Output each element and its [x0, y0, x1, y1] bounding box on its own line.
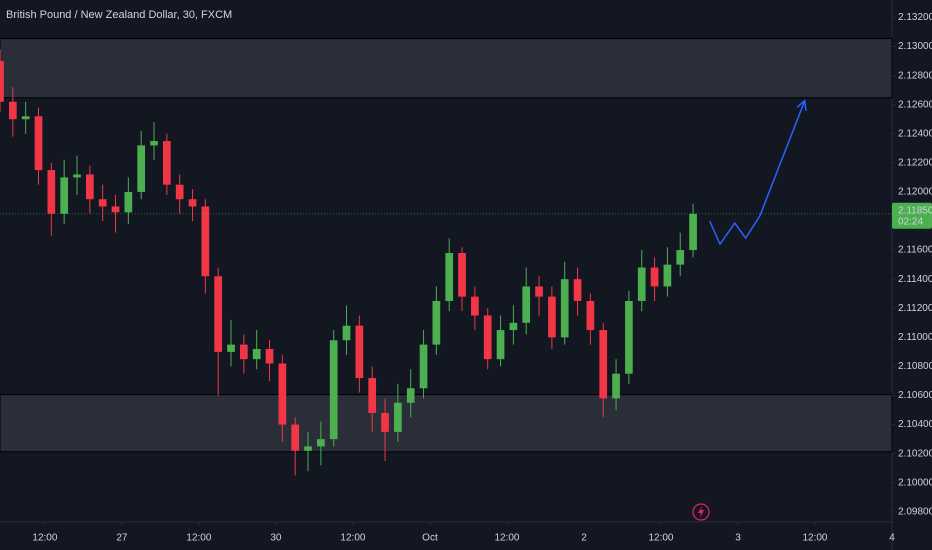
x-tick-label: 12:00 [802, 533, 827, 544]
candle-body [73, 174, 81, 178]
candle-body [214, 276, 223, 352]
candle-body [599, 330, 608, 399]
candle-body [34, 116, 43, 171]
candle-body [548, 296, 556, 338]
candle-body [329, 340, 338, 440]
candle-body [676, 250, 685, 265]
y-tick-label: 2.12400 [898, 128, 932, 139]
candle-body [21, 116, 30, 120]
candle-body [419, 344, 428, 389]
candle-body [689, 213, 697, 251]
y-tick-label: 2.13200 [898, 12, 932, 23]
projection-line [709, 100, 806, 246]
candle-body [188, 199, 197, 207]
candle-body [522, 286, 531, 323]
candle-body [483, 315, 492, 360]
y-tick-label: 2.11400 [898, 274, 932, 285]
zone [0, 394, 893, 453]
candle-body [612, 373, 620, 399]
candle-body [406, 388, 415, 403]
candle-body [496, 330, 505, 360]
x-tick-label: 12:00 [340, 533, 365, 544]
candle-body [162, 141, 171, 185]
candle-body [47, 170, 56, 214]
candle-body [471, 296, 479, 316]
candle-body [560, 279, 569, 338]
candle-body [637, 267, 646, 301]
candle-body [150, 141, 158, 146]
candle-body [278, 363, 287, 425]
candle-body [252, 348, 261, 360]
y-tick-label: 2.12200 [898, 157, 932, 168]
candle-body [663, 264, 672, 287]
y-tick-label: 2.10400 [898, 419, 932, 430]
countdown-label: 02:24 [898, 216, 923, 227]
y-tick-label: 2.10800 [898, 361, 932, 372]
candle-body [304, 446, 312, 451]
candle-body [432, 300, 441, 345]
last-price-box [892, 202, 932, 229]
candle-body [625, 300, 633, 374]
y-tick-label: 2.12000 [898, 187, 932, 198]
y-tick-label: 2.11600 [898, 245, 932, 256]
candle-body [317, 439, 325, 447]
x-tick-label: 3 [735, 533, 741, 544]
candle-body [8, 101, 17, 120]
x-tick-label: 4 [889, 533, 895, 544]
candle-body [60, 177, 69, 214]
candle-body [573, 279, 582, 301]
x-tick-label: 12:00 [648, 533, 673, 544]
candle-body [586, 300, 595, 331]
candle-body [227, 344, 235, 352]
chart-title: British Pound / New Zealand Dollar, 30, … [6, 9, 232, 21]
candle-body [201, 206, 210, 277]
y-tick-label: 2.10000 [898, 477, 932, 488]
candle-body [0, 61, 4, 102]
x-tick-label: 27 [116, 533, 128, 544]
x-tick-label: 2 [581, 533, 587, 544]
candle-body [368, 378, 377, 413]
candle-body [175, 184, 184, 200]
y-tick-label: 2.10600 [898, 390, 932, 401]
candle-body [98, 199, 107, 207]
x-tick-label: 30 [270, 533, 282, 544]
x-tick-label: 12:00 [186, 533, 211, 544]
candle-body [111, 206, 120, 213]
candle-body [137, 145, 146, 192]
candle-body [265, 348, 274, 364]
candle-body [85, 174, 94, 200]
candle-body [342, 325, 351, 341]
candle-body [650, 267, 659, 287]
y-tick-label: 2.11000 [898, 332, 932, 343]
candle-body [381, 412, 389, 432]
y-tick-label: 2.09800 [898, 506, 932, 517]
candle-body [291, 424, 300, 451]
y-tick-label: 2.12600 [898, 99, 932, 110]
last-price-label: 2.11850 [898, 205, 932, 216]
y-tick-label: 2.10200 [898, 448, 932, 459]
y-tick-label: 2.13000 [898, 41, 932, 52]
y-tick-label: 2.12800 [898, 70, 932, 81]
candle-body [240, 344, 248, 360]
candle-body [124, 191, 133, 213]
candle-body [394, 402, 402, 432]
x-tick-label: Oct [422, 533, 438, 544]
candle-body [509, 322, 518, 331]
x-tick-label: 12:00 [494, 533, 519, 544]
y-tick-label: 2.11200 [898, 303, 932, 314]
projection-arrowhead [796, 99, 807, 111]
zone [0, 38, 893, 99]
x-tick-label: 12:00 [32, 533, 57, 544]
candle-body [535, 286, 543, 297]
candle-body [458, 253, 466, 297]
alert-icon[interactable] [692, 503, 710, 521]
candle-body [445, 253, 454, 301]
candle-body [355, 325, 364, 379]
